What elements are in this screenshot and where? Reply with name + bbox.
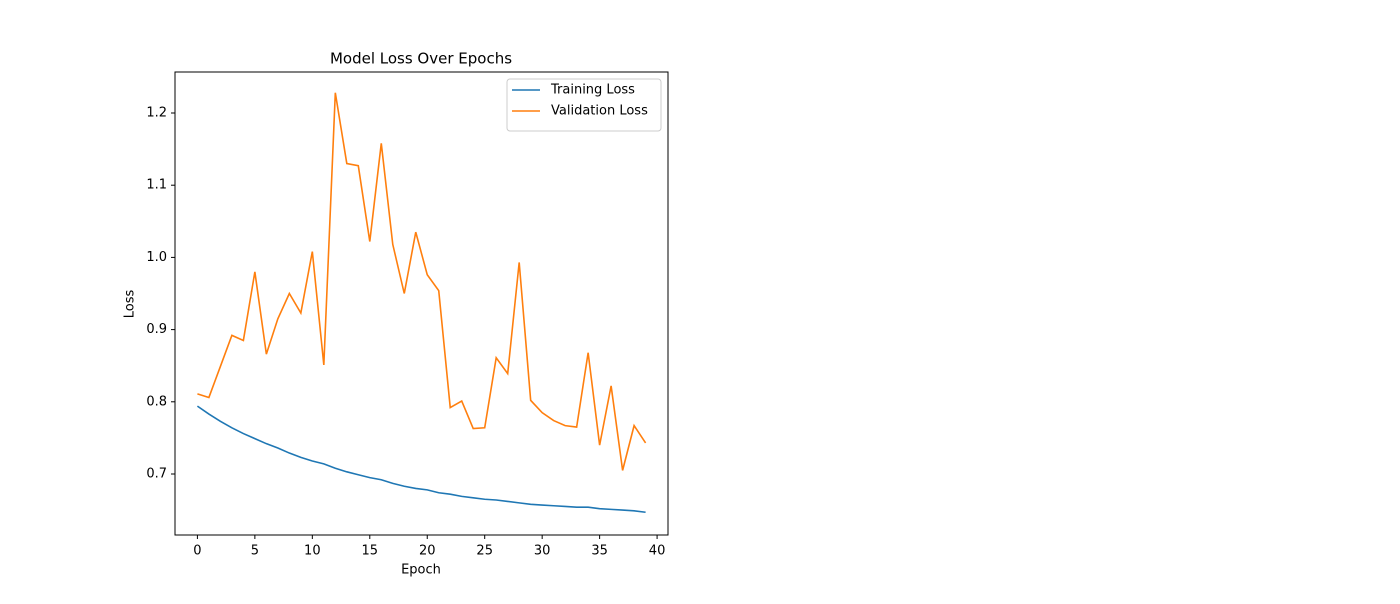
x-tick-label: 40 (649, 544, 666, 559)
y-tick-label: 0.7 (146, 466, 167, 481)
x-tick-label: 10 (304, 544, 321, 559)
legend-label: Training Loss (550, 83, 635, 98)
series-line (196, 405, 646, 514)
plot-frame (174, 71, 669, 536)
x-axis-label: Epoch (401, 563, 441, 578)
y-tick-label: 1.2 (146, 106, 167, 121)
y-axis-label: Loss (123, 290, 138, 319)
y-tick-label: 1.0 (146, 250, 167, 265)
x-tick-label: 15 (362, 544, 379, 559)
legend-label: Validation Loss (551, 104, 648, 119)
x-tick-label: 20 (419, 544, 436, 559)
y-tick-label: 0.9 (146, 322, 167, 337)
y-tick-label: 0.8 (146, 394, 167, 409)
series-line (197, 92, 647, 471)
x-tick-label: 30 (534, 544, 551, 559)
x-tick-label: 5 (251, 544, 259, 559)
legend-box (506, 78, 662, 132)
x-tick-label: 25 (476, 544, 493, 559)
y-tick-label: 1.1 (146, 178, 167, 193)
x-tick-label: 0 (193, 544, 201, 559)
x-tick-label: 35 (591, 544, 608, 559)
chart-title: Model Loss Over Epochs (330, 50, 512, 68)
